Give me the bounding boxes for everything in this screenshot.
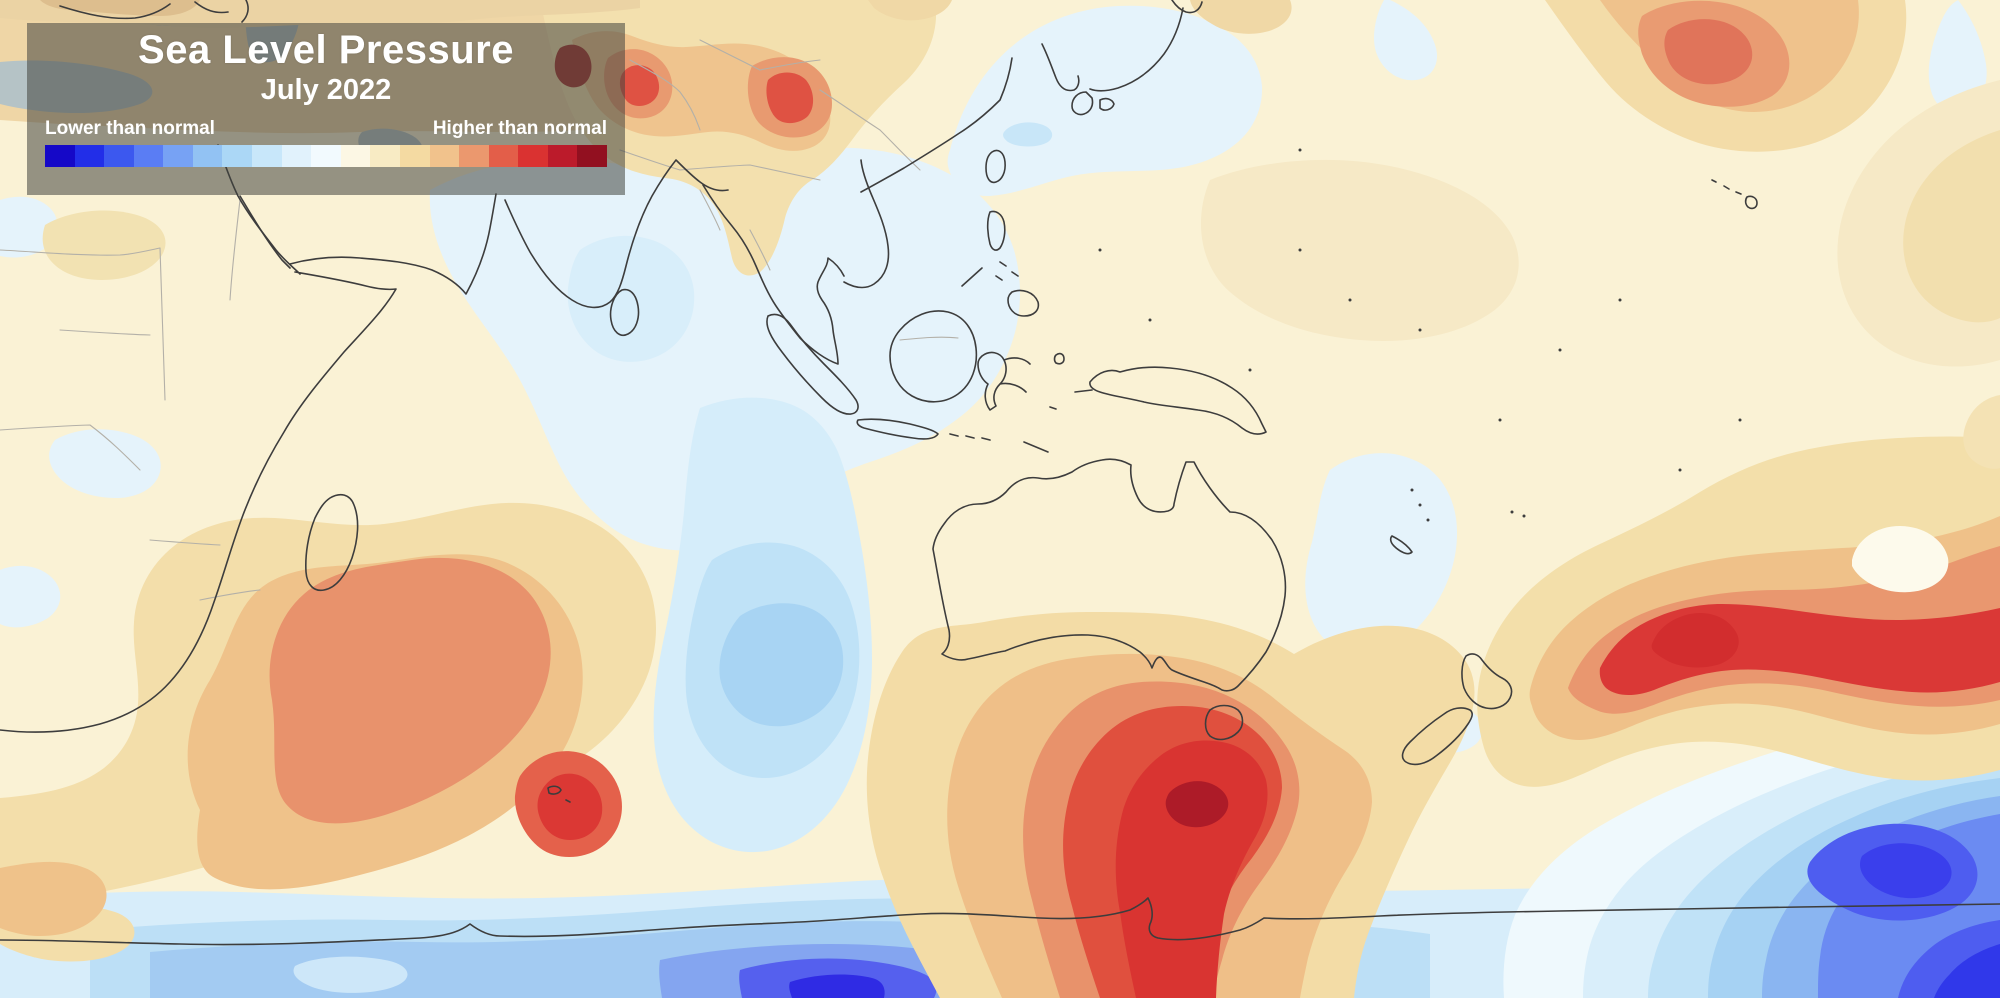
island-specks bbox=[1098, 148, 1742, 522]
high-anomaly-sw-indian-ocean bbox=[0, 502, 656, 962]
colorbar-segment bbox=[488, 145, 519, 167]
low-anomaly-west-of-australia bbox=[653, 397, 872, 853]
china-coastline bbox=[860, 57, 1013, 193]
colorbar-segment bbox=[518, 145, 548, 167]
colorbar-segment bbox=[577, 145, 607, 167]
sri-lanka-coastline bbox=[609, 288, 640, 336]
tasmania-coastline bbox=[1204, 704, 1244, 741]
cyan-low-anomaly-pockets bbox=[567, 122, 1053, 362]
colorbar-segment bbox=[133, 145, 164, 167]
philippines-coastline bbox=[961, 210, 1040, 317]
india-coastline bbox=[504, 159, 729, 309]
warm-tint-patches bbox=[0, 0, 2000, 469]
high-anomaly-east-of-new-zealand bbox=[1477, 436, 2000, 787]
legend-low-label: Lower than normal bbox=[45, 118, 215, 139]
colorbar-segment bbox=[547, 145, 578, 167]
korea-coastline bbox=[1041, 43, 1080, 92]
sulawesi-coastline bbox=[977, 351, 1031, 411]
colorbar-segment bbox=[311, 145, 341, 167]
colorbar-segment bbox=[429, 145, 460, 167]
colorbar-segment bbox=[45, 145, 75, 167]
colorbar-segment bbox=[399, 145, 430, 167]
australia-coastline bbox=[932, 458, 1287, 692]
colorbar-segment bbox=[252, 145, 282, 167]
antarctica-coastline bbox=[0, 897, 2000, 946]
colorbar-segment bbox=[340, 145, 371, 167]
japan-coastline bbox=[1071, 0, 1203, 116]
new-zealand-coastline bbox=[1401, 653, 1513, 766]
borneo-coastline bbox=[889, 310, 978, 403]
madagascar-coastline bbox=[305, 493, 359, 592]
colorbar-segment bbox=[222, 145, 253, 167]
colorbar-segment bbox=[370, 145, 400, 167]
black-sea-caspian-fragments bbox=[59, 0, 249, 23]
new-guinea-coastline bbox=[1089, 366, 1267, 435]
colorbar-segment bbox=[74, 145, 105, 167]
new-caledonia-coastline bbox=[1389, 535, 1413, 555]
indochina-coastline bbox=[702, 159, 890, 365]
coastlines bbox=[0, 0, 2000, 946]
map-title: Sea Level Pressure bbox=[138, 28, 514, 72]
moluccas-coastline bbox=[1049, 352, 1093, 410]
sumatra-coastline bbox=[766, 313, 859, 415]
arabia-coastline bbox=[239, 193, 497, 295]
kerguelen-coastline bbox=[547, 785, 571, 803]
legend-labels: Lower than normal Higher than normal bbox=[45, 119, 607, 138]
hawaii-coastline bbox=[1711, 179, 1758, 210]
legend-colorbar bbox=[45, 145, 607, 167]
country-borders bbox=[0, 39, 959, 601]
java-coastline bbox=[856, 418, 1049, 453]
pale-low-anomaly-regions bbox=[0, 0, 1987, 753]
low-anomaly-gyre-southeast bbox=[1503, 712, 2000, 998]
colorbar-segment bbox=[192, 145, 223, 167]
colorbar-segment bbox=[104, 145, 134, 167]
high-anomaly-tibet bbox=[540, 0, 937, 276]
taiwan-coastline bbox=[985, 149, 1006, 184]
colorbar-segment bbox=[459, 145, 489, 167]
colorbar-segment bbox=[163, 145, 193, 167]
high-anomaly-north-pacific bbox=[1545, 0, 1907, 152]
colorbar-segment bbox=[281, 145, 312, 167]
legend-high-label: Higher than normal bbox=[432, 118, 607, 139]
map-subtitle: July 2022 bbox=[260, 74, 392, 106]
legend-panel: Sea Level Pressure July 2022 Lower than … bbox=[27, 23, 625, 195]
high-anomaly-south-of-australia bbox=[866, 612, 1475, 998]
